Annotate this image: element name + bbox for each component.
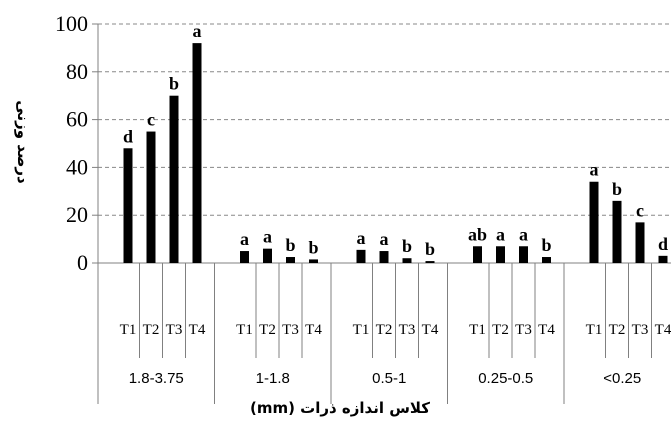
treatment-label: T3 bbox=[515, 322, 532, 338]
axes bbox=[92, 23, 671, 404]
bar bbox=[635, 222, 645, 263]
treatment-label: T4 bbox=[538, 322, 555, 338]
bar bbox=[519, 246, 528, 263]
bar bbox=[612, 200, 622, 263]
bar bbox=[240, 251, 249, 263]
treatment-label: T2 bbox=[259, 322, 276, 338]
treatment-label: T2 bbox=[376, 322, 393, 338]
bar bbox=[542, 257, 551, 263]
y-tick-label: 0 bbox=[77, 250, 88, 275]
significance-letter: a bbox=[380, 229, 389, 249]
bar bbox=[356, 249, 366, 263]
significance-letter: a bbox=[263, 227, 272, 247]
y-axis-title: درصد وزنی bbox=[14, 100, 32, 184]
treatment-label: T1 bbox=[236, 322, 253, 338]
significance-letter: d bbox=[658, 234, 668, 254]
y-tick-label: 20 bbox=[66, 202, 88, 227]
significance-letter: b bbox=[285, 235, 295, 255]
treatment-label: T1 bbox=[586, 322, 603, 338]
treatment-label: T1 bbox=[469, 322, 486, 338]
treatment-label: T1 bbox=[353, 322, 370, 338]
significance-letter: a bbox=[496, 224, 505, 244]
significance-letter: b bbox=[612, 179, 622, 199]
treatment-label: T3 bbox=[282, 322, 299, 338]
bar bbox=[589, 181, 599, 263]
significance-letter: b bbox=[169, 74, 179, 94]
significance-letter: c bbox=[147, 110, 155, 130]
y-tick-label: 80 bbox=[66, 59, 88, 84]
treatment-label: T4 bbox=[189, 322, 206, 338]
significance-letter: a bbox=[519, 224, 528, 244]
treatment-label: T1 bbox=[120, 322, 137, 338]
significance-letter: ab bbox=[468, 224, 487, 244]
significance-letter: b bbox=[541, 235, 551, 255]
bar bbox=[379, 251, 389, 263]
treatment-label: T4 bbox=[422, 322, 439, 338]
bar bbox=[402, 258, 412, 263]
significance-letter: a bbox=[193, 21, 202, 41]
bar bbox=[123, 148, 133, 263]
significance-letter: a bbox=[590, 160, 599, 180]
group-label: 0.5-1 bbox=[372, 370, 406, 387]
bar bbox=[425, 261, 435, 263]
bar bbox=[169, 95, 179, 263]
group-label: 0.25-0.5 bbox=[478, 370, 533, 387]
bar bbox=[192, 43, 202, 264]
significance-letter: c bbox=[636, 200, 644, 220]
significance-letter: a bbox=[357, 228, 366, 248]
y-tick-label: 100 bbox=[55, 11, 88, 36]
y-tick-label: 60 bbox=[66, 107, 88, 132]
bar bbox=[496, 246, 505, 263]
treatment-label: T2 bbox=[143, 322, 160, 338]
significance-letter: b bbox=[425, 239, 435, 259]
group-label: 1.8-3.75 bbox=[129, 370, 184, 387]
bar bbox=[286, 257, 295, 263]
treatment-label: T3 bbox=[166, 322, 183, 338]
significance-letter: d bbox=[123, 126, 133, 146]
treatment-label: T3 bbox=[632, 322, 649, 338]
group-label: <0.25 bbox=[603, 370, 641, 387]
group-label: 1-1.8 bbox=[256, 370, 290, 387]
significance-letter: b bbox=[308, 237, 318, 257]
bar bbox=[658, 255, 668, 263]
x-axis-title: کلاس اندازه ذرات (mm) bbox=[250, 399, 430, 417]
grid-lines bbox=[98, 23, 671, 216]
bar bbox=[473, 246, 482, 263]
significance-letter: a bbox=[240, 229, 249, 249]
labels: 0 20 40 60 80 100 d T1 c T2 b T3 a T4 1.8-3.75 a T1 a T2 b T… bbox=[55, 11, 671, 387]
treatment-label: T3 bbox=[399, 322, 416, 338]
treatment-label: T2 bbox=[492, 322, 509, 338]
y-tick-label: 40 bbox=[66, 154, 88, 179]
significance-letter: b bbox=[402, 236, 412, 256]
bars bbox=[123, 43, 668, 264]
treatment-label: T2 bbox=[609, 322, 626, 338]
bar bbox=[309, 259, 318, 263]
bar bbox=[146, 131, 156, 263]
treatment-label: T4 bbox=[305, 322, 322, 338]
bar bbox=[263, 248, 272, 263]
treatment-label: T4 bbox=[655, 322, 671, 338]
